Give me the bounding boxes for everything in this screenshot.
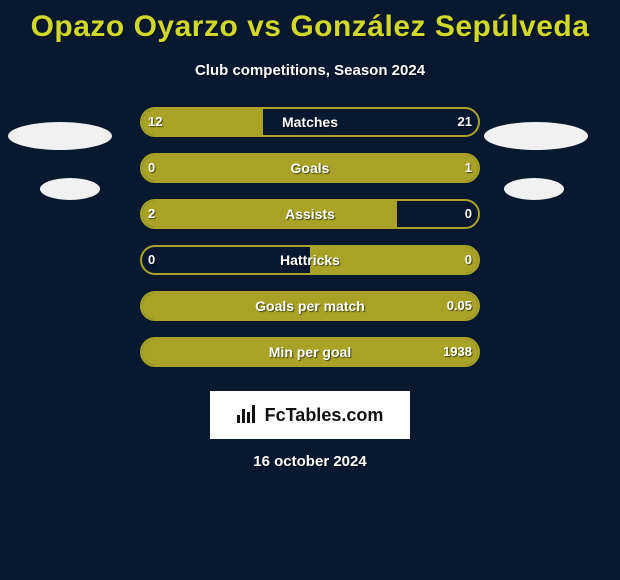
team-badge-placeholder: [40, 178, 100, 200]
stat-row: Min per goal1938: [0, 337, 620, 383]
stat-bar-track: [140, 337, 480, 367]
stat-bar-right-fill: [142, 293, 478, 319]
stat-bar-right-fill: [142, 155, 478, 181]
comparison-title: Opazo Oyarzo vs González Sepúlveda: [0, 0, 620, 44]
stat-bar-track: [140, 153, 480, 183]
fctables-logo: FcTables.com: [210, 391, 410, 439]
stat-bar-track: [140, 199, 480, 229]
stat-bar-right-fill: [142, 339, 478, 365]
team-badge-placeholder: [504, 178, 564, 200]
logo-text: FcTables.com: [265, 405, 384, 426]
snapshot-date: 16 october 2024: [0, 453, 620, 470]
comparison-subtitle: Club competitions, Season 2024: [0, 62, 620, 79]
stat-bar-track: [140, 245, 480, 275]
stat-bar-left-fill: [142, 201, 397, 227]
stat-row: Hattricks00: [0, 245, 620, 291]
chart-bars-icon: [237, 403, 259, 428]
stat-bar-track: [140, 107, 480, 137]
team-badge-placeholder: [484, 122, 588, 150]
stat-bar-left-fill: [142, 109, 263, 135]
stat-row: Goals per match0.05: [0, 291, 620, 337]
stat-bar-right-fill: [310, 247, 478, 273]
stat-bar-track: [140, 291, 480, 321]
team-badge-placeholder: [8, 122, 112, 150]
stat-row: Assists20: [0, 199, 620, 245]
